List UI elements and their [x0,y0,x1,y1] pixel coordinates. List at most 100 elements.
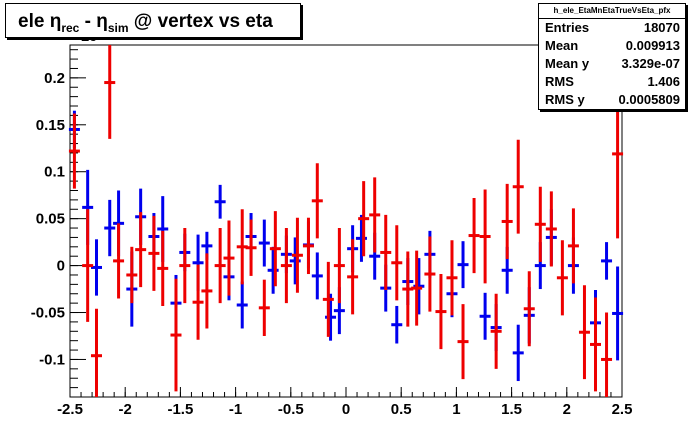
data-point-blue [512,324,524,382]
data-point-red [358,181,370,257]
data-point-red [179,228,191,304]
title-sub-rec: rec [61,20,80,35]
x-tick-label: 0.5 [391,401,412,418]
data-point-blue [90,239,102,296]
data-point-red [590,297,602,392]
y-tick-label: 0.2 [44,70,65,87]
data-point-red [269,211,281,287]
y-tick-label: 0.15 [36,117,65,134]
title-prefix: ele η [18,11,62,32]
data-point-red [369,177,381,253]
stats-row-mean-y: Mean y 3.329e-07 [539,55,685,73]
y-tick-label: -0.05 [31,305,65,322]
data-point-red [126,246,138,304]
data-point-red [468,198,480,274]
data-point-red [214,228,226,304]
data-point-red [556,240,568,316]
y-tick-label: -0.1 [39,351,65,368]
x-tick-label: -1 [229,401,242,418]
data-point-blue [311,252,323,300]
data-point-red [523,271,535,347]
data-point-red [501,183,513,260]
x-tick-label: 2 [563,401,571,418]
data-point-red [567,208,579,284]
data-point-red [411,250,423,326]
stats-row-rms-y: RMS y 0.0005809 [539,91,685,109]
data-point-red [457,304,469,380]
data-point-blue [214,184,226,219]
data-point-red [223,220,235,296]
stats-row-mean: Mean 0.009913 [539,37,685,55]
data-point-red [280,228,292,304]
axis-ticks: -2.5 -2 -1.5 -1 -0.5 0 0.5 1 1.5 2 2.5 -0.1 -0.05 0 0.… [31,49,633,418]
stats-value: 0.009913 [625,38,680,53]
data-point-red [479,189,491,284]
data-point-red [192,264,204,340]
y-tick-label: 0.1 [44,164,65,181]
x-tick-label: -2.5 [57,401,83,418]
x-tick-label: 1 [452,401,460,418]
y-tick-label: 0 [57,258,65,275]
data-point-blue [457,241,469,289]
x-tick-label: -2 [119,401,132,418]
data-point-red [90,308,102,397]
data-point-red [545,191,557,267]
data-point-red [258,279,270,336]
stats-row-rms: RMS 1.406 [539,73,685,91]
y-tick-label: 0.05 [36,211,65,228]
stats-label: RMS y [545,92,585,107]
data-point-red [333,228,345,304]
stats-value: 18070 [643,20,680,35]
data-point-red [135,212,147,288]
data-point-blue [258,219,270,267]
data-point-red [534,186,546,262]
data-point-red [424,236,436,312]
data-point-red [446,240,458,316]
data-point-red [82,209,94,322]
chart-title: ele ηrec - ηsim @ vertex vs eta [5,3,301,38]
data-point-red [601,312,613,397]
stats-value: 3.329e-07 [621,56,680,71]
data-point-red [170,278,182,392]
data-point-red [512,139,524,234]
data-point-red [291,217,303,293]
x-tick-label: 0 [342,401,350,418]
title-middle: - η [79,11,108,32]
data-marks [68,45,624,397]
stats-label: Mean [545,38,579,53]
data-point-red [490,293,502,369]
data-point-red [157,230,169,306]
data-point-red [302,217,314,275]
data-point-red [68,113,80,189]
stats-value: 1.406 [647,74,680,89]
title-suffix: @ vertex vs eta [128,11,273,32]
data-point-red [578,285,590,380]
data-point-red [104,45,116,139]
data-point-red [311,163,323,239]
stats-label: RMS [545,74,574,89]
data-point-red [148,215,160,291]
stats-box: h_ele_EtaMnEtaTrueVsEta_pfx Entries 1807… [538,3,686,110]
title-sub-sim: sim [107,20,129,35]
data-point-red [435,274,447,350]
x-tick-label: -0.5 [278,401,304,418]
stats-histogram-name: h_ele_EtaMnEtaTrueVsEta_pfx [539,4,685,19]
data-point-blue [236,281,248,329]
x-tick-label: 1.5 [501,401,522,418]
data-point-blue [612,266,624,361]
stats-row-entries: Entries 18070 [539,19,685,37]
stats-label: Entries [545,20,590,35]
data-point-red [347,239,359,315]
x-tick-label: 2.5 [612,401,633,418]
data-point-red [113,223,125,299]
data-point-red [201,253,213,329]
data-point-blue [391,305,403,344]
data-point-blue [601,242,613,280]
data-point-red [245,219,257,276]
data-point-blue [104,199,116,257]
data-point-blue [479,292,491,340]
data-point-red [391,225,403,301]
x-tick-label: -1.5 [167,401,193,418]
stats-label: Mean y [545,56,590,71]
